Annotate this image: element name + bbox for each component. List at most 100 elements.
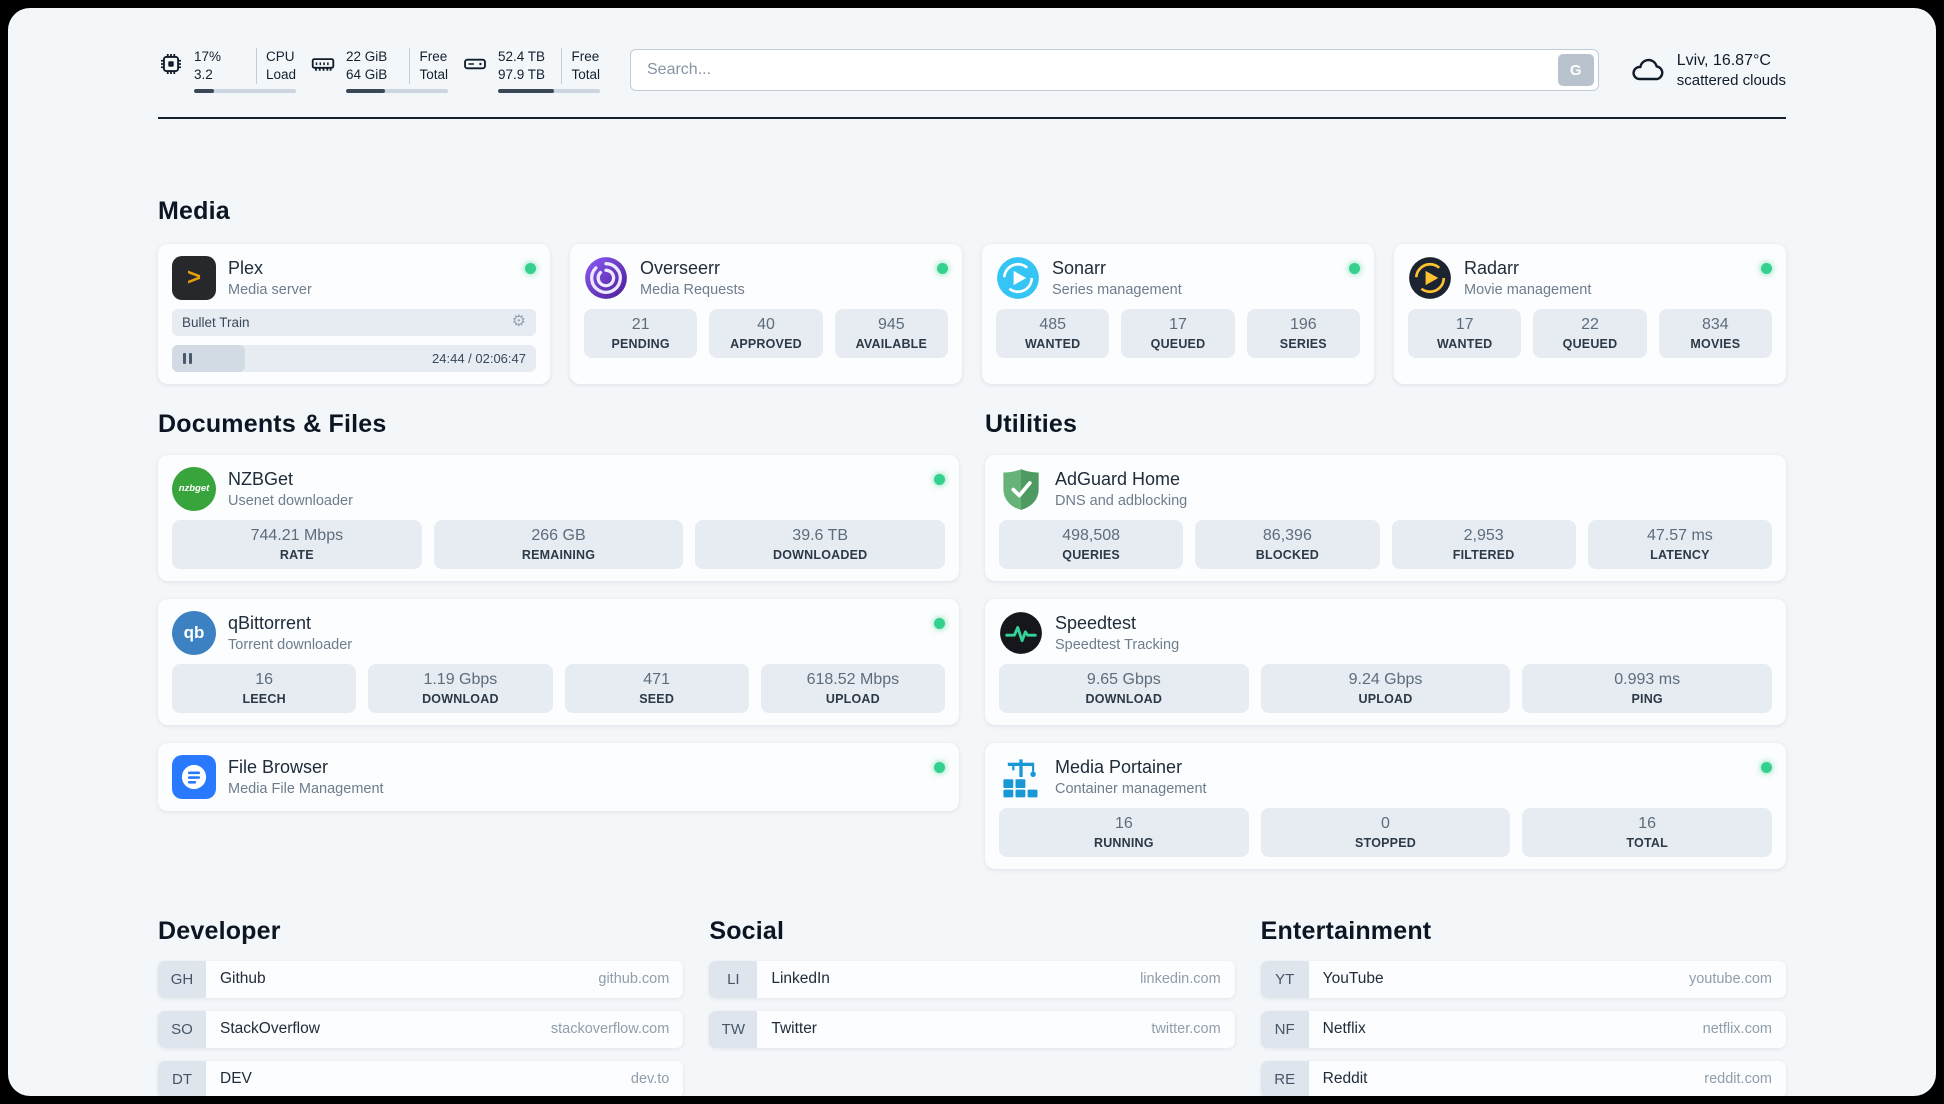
- service-card-adguard-home[interactable]: AdGuard Home DNS and adblocking 498,508 QUE…: [985, 454, 1786, 581]
- utilities-stack: AdGuard Home DNS and adblocking 498,508 QUE…: [985, 454, 1786, 869]
- topbar: 17% 3.2 CPU Load: [158, 48, 1786, 119]
- ram-progressbar: [346, 88, 448, 93]
- stats-row: 17 WANTED 22 QUEUED 834 MOVIES: [1408, 308, 1772, 358]
- now-playing-time: 24:44 / 02:06:47: [432, 350, 526, 366]
- now-playing-progressbar[interactable]: 24:44 / 02:06:47: [172, 344, 536, 372]
- service-text: Speedtest Speedtest Tracking: [1055, 613, 1772, 653]
- bookmark-dev[interactable]: DT DEV dev.to: [158, 1060, 684, 1096]
- stat-value: 834: [1701, 315, 1729, 333]
- cpu-monitor-body: 17% 3.2 CPU Load: [194, 48, 296, 93]
- stat-value: 945: [877, 315, 905, 333]
- bookmark-url: github.com: [598, 971, 670, 988]
- service-text: Radarr Movie management: [1464, 258, 1749, 298]
- service-subtitle: Series management: [1052, 281, 1182, 298]
- section-title-social: Social: [709, 916, 785, 945]
- stat-seed: 471 SEED: [564, 663, 749, 713]
- stat-label: DOWNLOAD: [1085, 691, 1163, 706]
- bookmark-name: Netflix: [1322, 1020, 1366, 1038]
- stat-label: PING: [1631, 691, 1663, 706]
- status-dot: [1761, 761, 1772, 773]
- service-card-header: Radarr Movie management: [1408, 256, 1772, 300]
- service-subtitle: Torrent downloader: [228, 636, 353, 653]
- stat-label: REMAINING: [521, 547, 596, 562]
- bookmark-abbr: TW: [709, 1010, 758, 1048]
- service-card-file-browser[interactable]: File Browser Media File Management: [158, 742, 959, 811]
- stat-label: STOPPED: [1355, 835, 1416, 850]
- service-card-overseerr[interactable]: Overseerr Media Requests 21 PENDING 40 APPROV…: [570, 243, 962, 384]
- bookmark-abbr: DT: [158, 1060, 206, 1096]
- service-card-header: AdGuard Home DNS and adblocking: [999, 467, 1772, 511]
- service-text: Overseerr Media Requests: [640, 258, 925, 298]
- gear-icon[interactable]: ⚙: [511, 313, 526, 331]
- service-card-radarr[interactable]: Radarr Movie management 17 WANTED 22 QUEUED 83…: [1394, 243, 1786, 384]
- stat-label: RATE: [279, 547, 314, 562]
- media-grid: > Plex Media server Bullet Train ⚙ 24:44 / 02…: [158, 243, 1786, 384]
- stat-value: 16: [255, 670, 274, 688]
- cpu-load-label: Load: [265, 66, 296, 82]
- stat-value: 0.993 ms: [1614, 670, 1681, 688]
- stat-upload: 9.24 Gbps UPLOAD: [1260, 663, 1511, 713]
- ram-monitor: 22 GiB 64 GiB Free Total: [310, 48, 448, 93]
- service-subtitle: Usenet downloader: [228, 492, 353, 509]
- bookmark-name: YouTube: [1322, 970, 1384, 988]
- disk-total-label: Total: [571, 66, 600, 82]
- filebrowser-icon: [172, 754, 216, 799]
- service-card-nzbget[interactable]: nzbget NZBGet Usenet downloader 744.21 Mbps…: [158, 454, 959, 581]
- qbittorrent-icon: qb: [172, 610, 216, 655]
- bookmark-netflix[interactable]: NF Netflix netflix.com: [1260, 1010, 1786, 1048]
- stat-label: DOWNLOAD: [422, 691, 499, 706]
- service-card-plex[interactable]: > Plex Media server Bullet Train ⚙ 24:44 / 02…: [158, 243, 550, 384]
- section-media: Media > Plex Media server Bullet Train ⚙ 24:4…: [158, 197, 1786, 384]
- status-dot: [934, 617, 945, 629]
- now-playing-title-row: Bullet Train ⚙: [172, 308, 536, 336]
- weather-widget[interactable]: Lviv, 16.87°C scattered clouds: [1629, 52, 1786, 89]
- bookmark-list: LI LinkedIn linkedin.com TW Twitter twitter.c…: [709, 960, 1235, 1048]
- service-card-speedtest[interactable]: Speedtest Speedtest Tracking 9.65 Gbps DOWN…: [985, 598, 1786, 725]
- bookmark-linkedin[interactable]: LI LinkedIn linkedin.com: [709, 960, 1235, 998]
- service-name: Plex: [228, 257, 264, 278]
- adguard-icon: [999, 467, 1043, 511]
- service-card-header: Speedtest Speedtest Tracking: [999, 611, 1772, 655]
- disk-icon: [464, 58, 486, 70]
- stat-latency: 47.57 ms LATENCY: [1587, 519, 1772, 569]
- service-subtitle: Media Requests: [640, 281, 745, 298]
- bookmark-name: Twitter: [771, 1020, 817, 1038]
- cpu-monitor: 17% 3.2 CPU Load: [158, 48, 296, 93]
- stat-download: 9.65 Gbps DOWNLOAD: [999, 663, 1249, 713]
- pause-icon[interactable]: [183, 352, 192, 364]
- stat-value: 2,953: [1463, 526, 1504, 544]
- stat-value: 9.65 Gbps: [1086, 670, 1161, 688]
- service-card-qbittorrent[interactable]: qb qBittorrent Torrent downloader 16 LEECH 1.…: [158, 598, 959, 725]
- stats-row: 16 LEECH 1.19 Gbps DOWNLOAD 471 SEED 618.52 Mb…: [172, 663, 945, 713]
- stat-label: UPLOAD: [825, 691, 880, 706]
- stat-queries: 498,508 QUERIES: [999, 519, 1184, 569]
- bookmark-abbr: RE: [1260, 1060, 1309, 1096]
- stat-label: QUERIES: [1062, 547, 1120, 562]
- search-input[interactable]: [630, 49, 1599, 92]
- stat-label: TOTAL: [1626, 835, 1668, 850]
- stats-row: 21 PENDING 40 APPROVED 945 AVAILABLE: [584, 308, 948, 358]
- status-dot: [1761, 262, 1772, 274]
- bookmark-reddit[interactable]: RE Reddit reddit.com: [1260, 1060, 1786, 1096]
- stat-value: 17: [1455, 315, 1474, 333]
- middle-columns: Documents & Files nzbget NZBGet Usenet dow…: [158, 410, 1786, 869]
- status-dot: [934, 761, 945, 773]
- disk-total-value: 97.9 TB: [498, 66, 546, 82]
- ram-total-label: Total: [419, 66, 448, 82]
- bookmark-github[interactable]: GH Github github.com: [158, 960, 684, 998]
- bookmark-twitter[interactable]: TW Twitter twitter.com: [709, 1010, 1235, 1048]
- bookmark-abbr: SO: [158, 1010, 206, 1048]
- service-card-sonarr[interactable]: Sonarr Series management 485 WANTED 17 QUEUED…: [982, 243, 1374, 384]
- service-subtitle: DNS and adblocking: [1055, 492, 1188, 509]
- bookmark-stackoverflow[interactable]: SO StackOverflow stackoverflow.com: [158, 1010, 684, 1048]
- service-text: Sonarr Series management: [1052, 258, 1337, 298]
- section-documents: Documents & Files nzbget NZBGet Usenet dow…: [158, 410, 959, 869]
- bookmark-group-social: Social LI LinkedIn linkedin.com TW Twitter twi…: [709, 916, 1235, 1048]
- service-card-media-portainer[interactable]: Media Portainer Container management 16 RUN…: [985, 742, 1786, 869]
- cpu-icon: [161, 54, 181, 74]
- search-provider-button[interactable]: G: [1557, 54, 1594, 87]
- stat-downloaded: 39.6 TB DOWNLOADED: [695, 519, 946, 569]
- weather-condition: scattered clouds: [1676, 71, 1786, 89]
- stat-value: 16: [1638, 814, 1657, 832]
- bookmark-youtube[interactable]: YT YouTube youtube.com: [1260, 960, 1786, 998]
